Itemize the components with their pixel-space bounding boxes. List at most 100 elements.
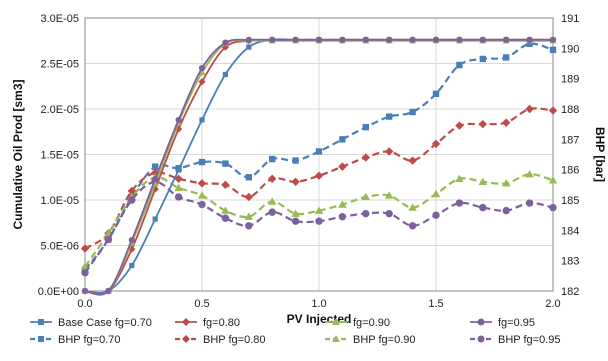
legend-swatch-marker — [38, 319, 44, 325]
legend-label: BHP fg=0.80 — [203, 334, 265, 346]
x-tick-label: 1.0 — [311, 298, 326, 310]
data-point — [526, 40, 533, 47]
data-point — [246, 44, 252, 50]
data-point — [292, 157, 299, 164]
data-point — [80, 244, 90, 253]
data-point — [455, 121, 464, 130]
data-point — [386, 36, 393, 43]
data-point — [409, 108, 416, 116]
data-point — [199, 117, 205, 123]
data-point — [315, 148, 323, 155]
data-point — [526, 36, 533, 43]
data-point — [431, 139, 441, 149]
data-point — [128, 236, 135, 244]
data-point — [548, 176, 558, 184]
y2-tick-label: 187 — [561, 134, 579, 146]
data-point — [338, 162, 347, 171]
data-point — [315, 36, 323, 43]
data-point — [198, 200, 206, 209]
data-point — [245, 36, 252, 43]
data-point — [221, 214, 230, 222]
legend-swatch-marker — [332, 318, 340, 325]
data-point — [549, 36, 557, 43]
legend-swatch-marker — [182, 335, 190, 343]
data-point — [245, 222, 253, 230]
data-point — [431, 189, 441, 198]
data-point — [339, 36, 346, 43]
y2-axis-title: BHP [bar] — [593, 127, 607, 182]
data-point — [503, 54, 510, 61]
data-point — [244, 212, 253, 220]
data-point — [479, 36, 486, 43]
y2-tick-label: 189 — [561, 74, 579, 86]
data-point — [315, 217, 323, 225]
data-point — [174, 183, 183, 192]
legend-label: BHP fg=0.90 — [353, 334, 415, 346]
data-point — [245, 174, 252, 181]
data-point — [525, 104, 534, 114]
data-point — [244, 192, 253, 202]
data-point — [269, 36, 276, 43]
data-point — [221, 180, 230, 190]
data-point — [291, 177, 300, 186]
data-point — [221, 206, 230, 214]
data-point — [385, 191, 394, 199]
legend-swatch-marker — [477, 335, 485, 343]
data-point — [408, 156, 417, 165]
data-point — [197, 191, 207, 199]
x-tick-label: 2.0 — [545, 298, 560, 310]
data-point — [314, 206, 324, 214]
data-point — [432, 90, 440, 98]
legend-swatch-marker — [477, 318, 485, 326]
y2-tick-label: 188 — [561, 104, 579, 116]
data-point — [268, 208, 276, 216]
data-point — [478, 119, 487, 129]
x-tick-label: 0.5 — [194, 298, 209, 310]
data-point — [81, 287, 89, 295]
y2-tick-label: 183 — [561, 256, 579, 268]
legend-swatch-marker — [182, 318, 190, 326]
data-point — [478, 177, 487, 185]
data-point — [197, 179, 207, 188]
y-tick-label: 2.5E-05 — [40, 59, 79, 71]
data-point — [386, 113, 393, 120]
data-point — [385, 209, 393, 218]
plot-frame — [84, 17, 554, 292]
data-point — [292, 36, 299, 43]
data-point — [128, 196, 136, 204]
data-point — [81, 269, 89, 277]
data-point — [525, 199, 534, 207]
data-point — [385, 147, 394, 156]
y-tick-label: 1.5E-05 — [40, 150, 79, 162]
y2-tick-label: 184 — [561, 225, 579, 237]
data-point — [432, 211, 440, 219]
y-tick-label: 0.0E+00 — [38, 286, 79, 298]
data-point — [291, 209, 300, 217]
data-point — [152, 175, 159, 183]
data-point — [338, 200, 347, 208]
data-point — [362, 124, 369, 131]
data-point — [176, 167, 182, 173]
data-point — [525, 170, 534, 178]
data-point — [174, 193, 183, 201]
y-tick-label: 1.0E-05 — [40, 195, 79, 207]
y2-tick-label: 185 — [561, 195, 579, 207]
legend-label: fg=0.90 — [353, 317, 390, 329]
data-point — [339, 136, 346, 143]
data-point — [502, 206, 510, 215]
legend-swatch-marker — [332, 335, 340, 342]
y-axis-title: Cumulative Oil Prod [sm3] — [11, 79, 25, 229]
data-point — [104, 235, 113, 244]
data-point — [361, 153, 370, 162]
x-axis-title: PV Injected — [287, 312, 352, 326]
data-point — [455, 199, 464, 207]
data-point — [129, 262, 135, 269]
data-point — [479, 203, 487, 212]
data-point — [152, 163, 159, 170]
y2-tick-label: 186 — [561, 165, 579, 177]
data-point — [408, 203, 417, 211]
data-point — [152, 216, 158, 222]
data-point — [479, 55, 486, 63]
data-point — [548, 106, 558, 115]
x-tick-label: 1.5 — [428, 298, 443, 310]
